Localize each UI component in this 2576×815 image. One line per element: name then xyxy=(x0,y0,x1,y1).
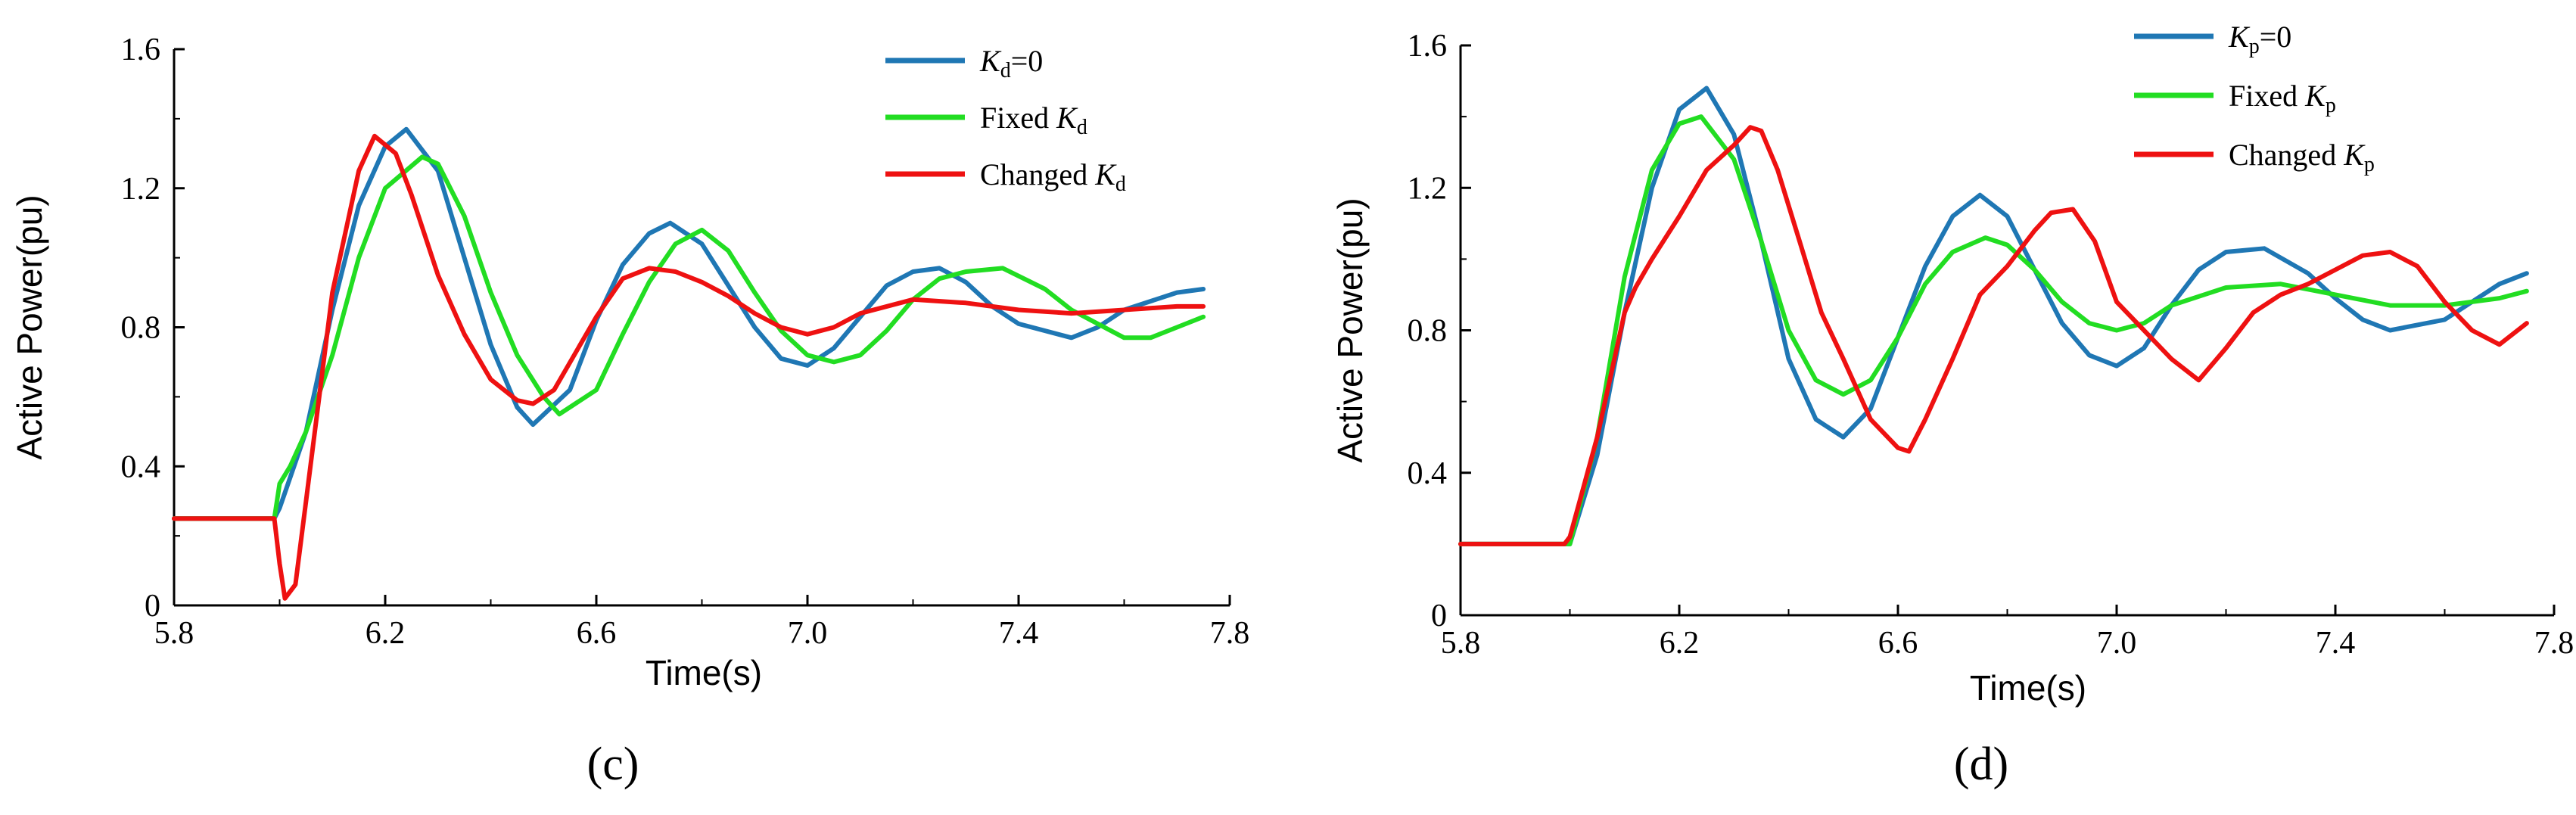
y-tick-label: 1.6 xyxy=(1408,29,1448,64)
y-tick-label: 0 xyxy=(1431,599,1447,633)
panel-label: (c) xyxy=(587,739,639,790)
x-tick-label: 6.2 xyxy=(366,616,406,651)
x-tick-label: 6.2 xyxy=(1660,626,1700,661)
y-axis-label: Active Power(pu) xyxy=(10,194,49,459)
y-tick-label: 0.8 xyxy=(1408,314,1448,349)
legend-entry: Fixed Kp xyxy=(2229,79,2336,117)
x-tick-label: 7.0 xyxy=(2097,626,2137,661)
x-tick-label: 7.4 xyxy=(999,616,1039,651)
y-tick-label: 0.4 xyxy=(121,449,161,484)
y-tick-label: 1.2 xyxy=(121,172,161,207)
legend-entry: Fixed Kd xyxy=(980,101,1087,139)
x-tick-label: 5.8 xyxy=(1441,626,1481,661)
x-axis-label: Time(s) xyxy=(646,653,762,692)
legend-entry: Changed Kp xyxy=(2229,138,2375,176)
x-tick-label: 6.6 xyxy=(1878,626,1918,661)
legend-entry: Kp=0 xyxy=(2228,20,2291,58)
chart-panel-d: 0 0.4 0.8 1.2 1.6 5.8 6.2 6.6 7.0 7.4 7.8 Time(s) Ac… xyxy=(1330,20,2574,790)
y-axis-label: Active Power(pu) xyxy=(1330,198,1370,462)
x-tick-label: 7.8 xyxy=(1210,616,1250,651)
x-tick-label: 7.8 xyxy=(2534,626,2574,661)
y-tick-label: 1.2 xyxy=(1408,171,1448,206)
y-tick-label: 0 xyxy=(145,589,160,624)
series-line-2 xyxy=(1458,114,2529,546)
y-tick-label: 0.4 xyxy=(1408,456,1448,491)
series-line-2 xyxy=(172,154,1206,521)
x-tick-label: 5.8 xyxy=(154,616,194,651)
y-tick-label: 0.8 xyxy=(121,311,161,346)
x-tick-label: 7.0 xyxy=(788,616,828,651)
x-tick-label: 7.4 xyxy=(2316,626,2356,661)
legend-entry: Changed Kd xyxy=(980,157,1126,196)
chart-panel-c: 0 0.4 0.8 1.2 1.6 5.8 6.2 6.6 7.0 7.4 7.8 Time(s) Ac… xyxy=(10,33,1249,790)
y-tick-label: 1.6 xyxy=(121,33,161,67)
series-line-3 xyxy=(172,133,1206,601)
panel-label: (d) xyxy=(1954,739,2008,790)
series-line-3 xyxy=(1458,125,2529,546)
x-tick-label: 6.6 xyxy=(577,616,617,651)
series-line-1 xyxy=(172,126,1206,521)
x-axis-label: Time(s) xyxy=(1970,668,2086,708)
legend-entry: Kd=0 xyxy=(979,44,1043,82)
